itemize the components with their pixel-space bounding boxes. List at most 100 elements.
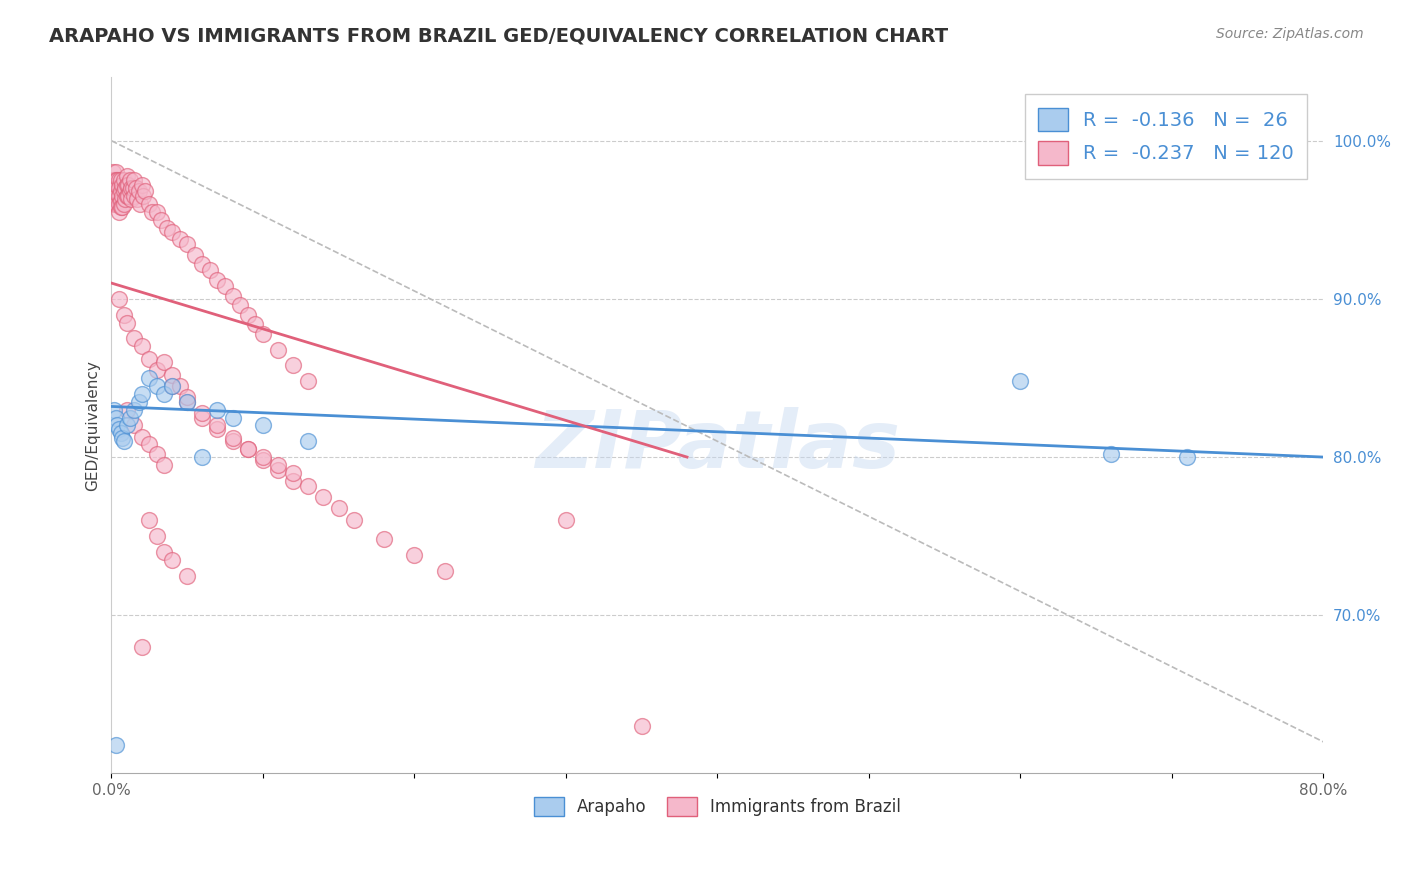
Point (153, 355, 176, 369)
Point (118, 410, 141, 425)
Y-axis label: GED/Equivalency: GED/Equivalency (86, 360, 100, 491)
Point (176, 568, 198, 582)
Point (115, 418, 138, 433)
Point (131, 339, 153, 353)
Point (236, 442, 259, 457)
Point (114, 192, 136, 206)
Point (160, 379, 183, 393)
Point (103, 189, 125, 203)
Point (120, 192, 142, 206)
Point (1010, 374, 1032, 388)
Point (111, 431, 134, 445)
Point (297, 434, 319, 449)
Point (138, 513, 160, 527)
Point (150, 212, 173, 227)
Point (104, 165, 127, 179)
Point (1099, 447, 1122, 461)
Point (207, 421, 229, 435)
Point (115, 316, 138, 330)
Point (245, 317, 267, 331)
Point (122, 173, 145, 187)
Point (127, 192, 149, 206)
Point (160, 368, 183, 382)
Point (111, 178, 134, 192)
Point (134, 184, 156, 198)
Legend: Arapaho, Immigrants from Brazil: Arapaho, Immigrants from Brazil (526, 789, 910, 824)
Point (156, 220, 179, 235)
Point (146, 379, 169, 393)
Point (131, 386, 153, 401)
Point (252, 326, 274, 341)
Point (110, 184, 132, 198)
Point (122, 331, 145, 345)
Point (104, 410, 127, 425)
Point (122, 402, 145, 417)
Point (373, 533, 395, 547)
Point (267, 343, 290, 357)
Point (121, 181, 143, 195)
Point (153, 386, 176, 401)
Point (312, 490, 335, 504)
Point (146, 363, 169, 377)
Point (138, 371, 160, 385)
Point (191, 257, 214, 271)
Point (128, 394, 150, 409)
Point (169, 379, 191, 393)
Point (115, 178, 138, 192)
Point (138, 197, 160, 211)
Point (103, 181, 125, 195)
Point (115, 189, 138, 203)
Point (104, 738, 127, 752)
Point (115, 402, 138, 417)
Point (221, 289, 243, 303)
Point (207, 273, 229, 287)
Point (128, 184, 150, 198)
Point (433, 564, 456, 578)
Point (103, 197, 125, 211)
Point (107, 197, 129, 211)
Point (221, 431, 243, 445)
Point (122, 189, 145, 203)
Point (108, 205, 131, 219)
Point (176, 394, 198, 409)
Point (107, 181, 129, 195)
Point (108, 197, 131, 211)
Point (124, 181, 146, 195)
Point (117, 189, 139, 203)
Point (283, 359, 305, 373)
Point (214, 279, 236, 293)
Point (108, 421, 131, 435)
Point (221, 410, 243, 425)
Point (630, 719, 652, 733)
Point (108, 181, 131, 195)
Point (297, 478, 319, 492)
Point (110, 173, 132, 187)
Point (153, 458, 176, 472)
Point (118, 173, 141, 187)
Point (236, 308, 259, 322)
Point (198, 263, 221, 277)
Point (229, 298, 252, 312)
Point (1175, 450, 1198, 464)
Point (160, 379, 183, 393)
Point (104, 173, 127, 187)
Point (176, 394, 198, 409)
Point (554, 513, 576, 527)
Point (146, 205, 169, 219)
Point (221, 434, 243, 449)
Point (207, 418, 229, 433)
Point (110, 426, 132, 441)
Point (138, 437, 160, 451)
Point (138, 351, 160, 366)
Point (115, 169, 138, 183)
Point (191, 410, 214, 425)
Point (103, 402, 125, 417)
Point (191, 406, 214, 420)
Point (207, 402, 229, 417)
Point (118, 184, 141, 198)
Point (101, 165, 124, 179)
Point (132, 189, 155, 203)
Point (404, 548, 426, 562)
Point (112, 434, 135, 449)
Point (146, 529, 169, 543)
